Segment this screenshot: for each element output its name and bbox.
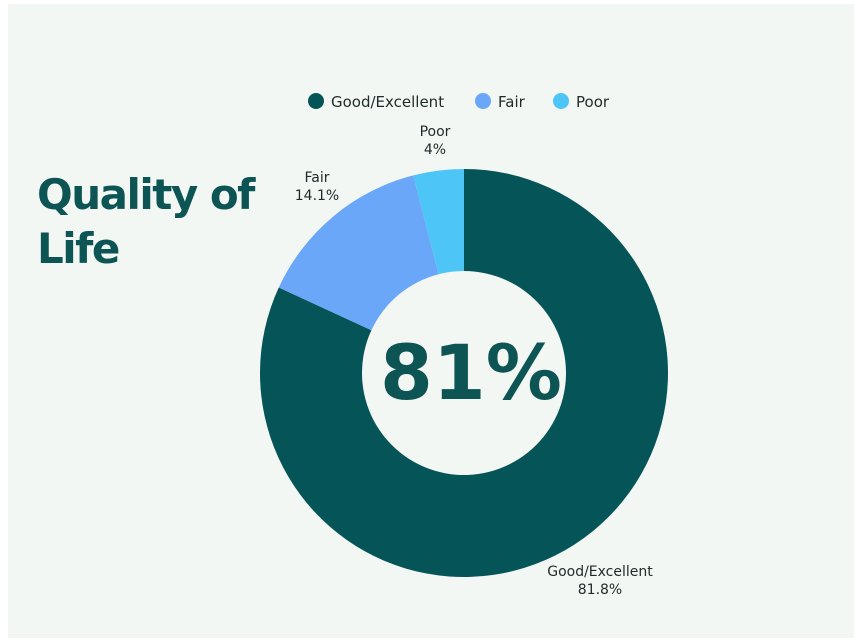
chart-title: Quality of Life bbox=[37, 168, 255, 276]
center-value-label: 81% bbox=[380, 328, 562, 417]
slice-labels: Good/Excellent 81.8% Fair 14.1% Poor 4% bbox=[295, 124, 654, 598]
donut-slices bbox=[259, 169, 668, 577]
slice-value-label: 14.1% bbox=[295, 188, 339, 204]
slice-fair bbox=[278, 175, 439, 331]
legend-marker bbox=[553, 93, 569, 109]
legend-label: Poor bbox=[576, 93, 610, 111]
slice-value-label: 4% bbox=[424, 142, 446, 158]
slice-name-label: Poor bbox=[420, 124, 451, 140]
slice-good-excellent bbox=[259, 169, 668, 577]
slice-value-label: 81.8% bbox=[578, 582, 622, 598]
chart-title-line-2: Life bbox=[37, 224, 120, 273]
legend-label: Fair bbox=[498, 93, 526, 111]
slice-poor bbox=[413, 169, 464, 275]
legend-marker bbox=[475, 93, 491, 109]
legend-label: Good/Excellent bbox=[331, 93, 444, 111]
chart-title-line-1: Quality of bbox=[37, 170, 255, 219]
slice-name-label: Fair bbox=[305, 170, 330, 186]
chart-legend: Good/Excellent Fair Poor bbox=[308, 93, 610, 111]
legend-marker bbox=[308, 93, 324, 109]
slice-name-label: Good/Excellent bbox=[547, 564, 653, 580]
